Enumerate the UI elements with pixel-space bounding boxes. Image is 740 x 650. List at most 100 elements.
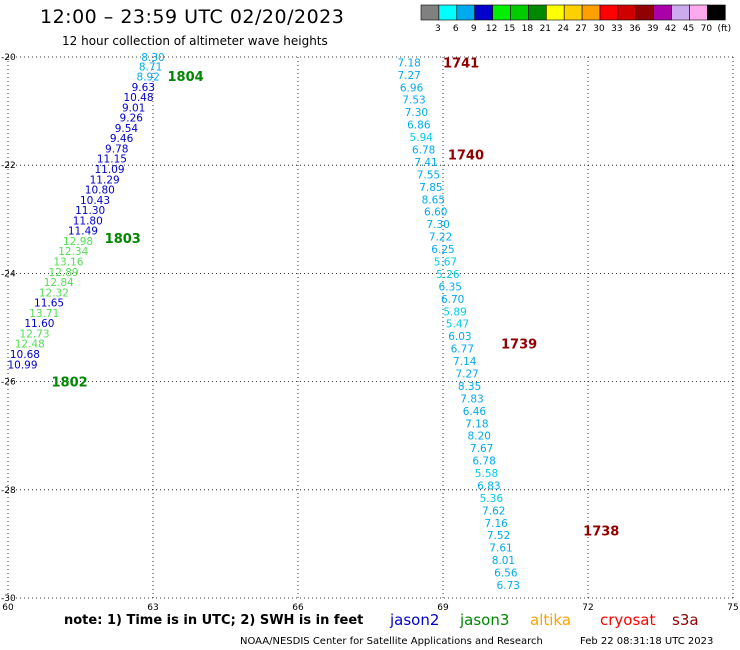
x-tick-label: 75 (727, 603, 738, 613)
wave-height-value: 13.71 (29, 308, 59, 320)
x-tick-label: 63 (147, 603, 158, 613)
wave-height-value: 12.32 (39, 287, 69, 299)
wave-height-value: 12.98 (63, 236, 93, 248)
wave-height-value: 11.60 (24, 318, 54, 330)
colorbar-label: (ft) (718, 24, 732, 34)
wave-height-value: 6.46 (463, 406, 487, 418)
legend-label: s3a (672, 611, 699, 629)
colorbar-label: 36 (629, 24, 641, 34)
pass-time-label: 1741 (443, 56, 479, 71)
wave-height-value: 10.99 (7, 359, 37, 371)
colorbar-label: 45 (683, 24, 694, 34)
colorbar-label: 39 (647, 24, 659, 34)
wave-height-value: 10.80 (85, 185, 115, 197)
wave-height-value: 12.73 (20, 328, 50, 340)
wave-height-value: 7.14 (453, 356, 477, 368)
wave-height-value: 8.30 (141, 52, 164, 64)
x-tick-label: 72 (582, 603, 593, 613)
wave-height-value: 10.68 (10, 349, 40, 361)
y-tick-label: -20 (1, 53, 16, 63)
wave-height-value: 6.60 (424, 207, 447, 219)
colorbar-label: 42 (665, 24, 676, 34)
legend-altika: altika (530, 611, 571, 629)
wave-height-value: 10.48 (123, 92, 153, 104)
wave-height-value: 7.55 (417, 169, 440, 181)
wave-height-value: 6.83 (477, 480, 500, 492)
colorbar-label: 3 (435, 24, 441, 34)
wave-height-value: 9.26 (120, 113, 144, 125)
colorbar-label: 9 (471, 24, 477, 34)
wave-height-value: 12.84 (44, 277, 74, 289)
wave-height-value: 7.41 (414, 157, 437, 169)
wave-height-value: 7.67 (470, 443, 493, 455)
wave-height-value: 11.49 (68, 226, 98, 238)
wave-height-value: 12.34 (58, 246, 88, 258)
wave-height-value: 9.78 (105, 143, 128, 155)
y-tick-label: -30 (1, 594, 16, 604)
x-tick-label: 60 (2, 603, 14, 613)
legend-jason3: jason3 (460, 611, 509, 629)
pass-time-label: 1802 (52, 376, 88, 391)
wave-height-value: 6.03 (448, 331, 471, 343)
wave-height-value: 8.20 (468, 431, 491, 443)
page-title: 12:00 – 23:59 UTC 02/20/2023 (40, 6, 345, 28)
wave-height-value: 8.01 (492, 555, 515, 567)
wave-height-value: 12.48 (15, 339, 45, 351)
colorbar-label: 18 (522, 24, 534, 34)
wave-height-value: 7.83 (460, 393, 483, 405)
wave-height-value: 7.30 (405, 107, 428, 119)
wave-height-value: 6.56 (494, 568, 518, 580)
wave-height-value: 7.52 (487, 530, 510, 542)
wave-height-value: 11.30 (75, 205, 105, 217)
wave-height-value: 11.09 (94, 164, 124, 176)
colorbar-label: 21 (540, 24, 551, 34)
wave-height-value: 7.18 (397, 57, 420, 69)
wave-height-value: 9.46 (110, 133, 134, 145)
pass-time-label: 1803 (105, 232, 141, 247)
color-scale-bar: 3 6 9 12 15 18 21 24 27 30 33 36 39 42 45 70 (ft) (420, 4, 732, 34)
wave-height-value: 9.54 (115, 123, 139, 135)
wave-height-value: 6.78 (412, 145, 435, 157)
legend-cryosat: cryosat (600, 611, 655, 629)
wave-height-value: 10.43 (80, 195, 110, 207)
footer-timestamp: Feb 22 08:31:18 UTC 2023 (580, 636, 714, 647)
wave-height-value: 8.65 (422, 194, 445, 206)
wave-height-value: 6.70 (441, 294, 464, 306)
wave-height-value: 11.65 (34, 298, 64, 310)
x-tick-label: 69 (437, 603, 449, 613)
wave-height-value: 7.85 (419, 182, 442, 194)
colorbar-label: 15 (504, 24, 515, 34)
wave-height-value: 7.18 (465, 418, 488, 430)
page-subtitle: 12 hour collection of altimeter wave hei… (62, 34, 328, 48)
wave-height-value: 9.63 (132, 82, 155, 94)
wave-height-value: 5.26 (436, 269, 460, 281)
wave-height-value: 12.89 (49, 267, 79, 279)
colorbar-label: 12 (486, 24, 497, 34)
colorbar-label: 24 (557, 24, 569, 34)
wave-height-value: 8.71 (139, 62, 162, 74)
wave-height-value: 9.01 (122, 102, 145, 114)
wave-height-value: 5.47 (446, 319, 469, 331)
legend-label: jason3 (460, 611, 510, 629)
wave-height-value: 5.36 (480, 493, 504, 505)
colorbar-label: 33 (611, 24, 622, 34)
wave-height-value: 7.53 (402, 95, 425, 107)
legend-label: cryosat (600, 611, 656, 629)
wave-height-value: 7.62 (482, 505, 505, 517)
wave-height-value: 11.15 (97, 154, 127, 166)
wave-height-value: 6.73 (497, 580, 520, 592)
wave-height-value: 8.35 (458, 381, 481, 393)
wave-height-value: 6.86 (407, 120, 431, 132)
colorbar-label: 27 (575, 24, 586, 34)
wave-height-value: 7.27 (397, 70, 420, 82)
legend-s3a: s3a (672, 611, 699, 629)
y-tick-label: -28 (1, 486, 16, 496)
wave-height-value: 11.80 (73, 215, 103, 227)
wave-height-value: 7.27 (455, 368, 478, 380)
wave-height-value: 5.67 (434, 256, 457, 268)
wave-height-value: 7.22 (429, 232, 452, 244)
colorbar-label: 30 (593, 24, 605, 34)
wave-height-value: 6.78 (472, 456, 495, 468)
y-tick-label: -24 (1, 269, 16, 279)
wave-height-value: 13.16 (53, 256, 83, 268)
